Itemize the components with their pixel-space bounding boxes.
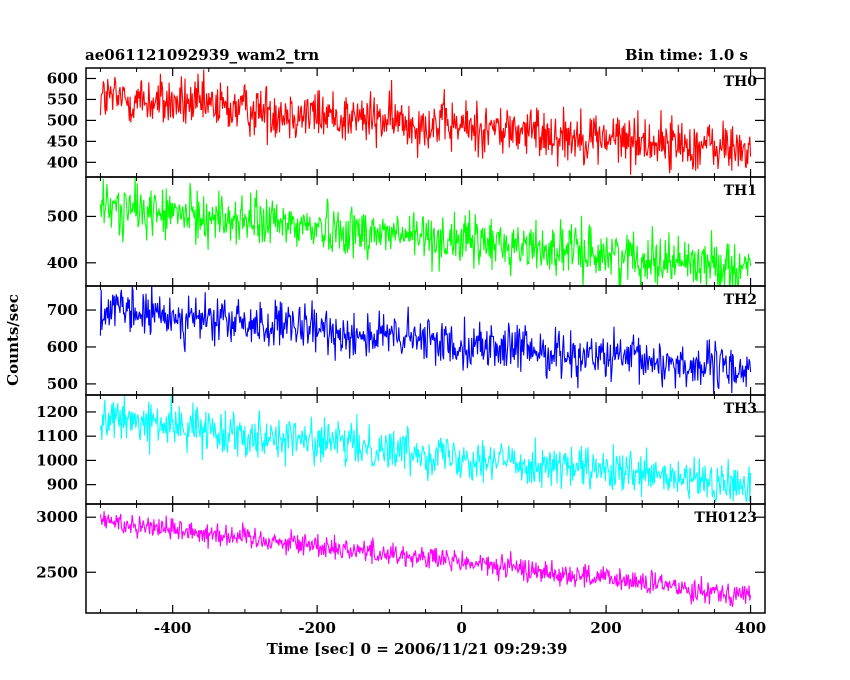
y-tick-label: 450 bbox=[47, 132, 78, 150]
panel-th0: 400 450 500 550 600 TH0 bbox=[47, 67, 766, 178]
x-tick-label: -400 bbox=[154, 619, 192, 637]
y-tick-label: 3000 bbox=[36, 508, 78, 526]
panel-name-label: TH0123 bbox=[694, 510, 757, 526]
x-tick-label: -200 bbox=[298, 619, 336, 637]
panel-frame bbox=[85, 394, 766, 505]
panel-name-label: TH2 bbox=[724, 292, 757, 308]
panel-th2: 500 600 700 TH2 bbox=[47, 285, 766, 396]
panel-th0123: 2500 3000 TH0123 -400 -200 0 200 400 bbox=[36, 503, 766, 637]
bin-time-label: Bin time: 1.0 s bbox=[625, 46, 748, 64]
panels-group: 400 450 500 550 600 TH0 400 500 TH1 500 600 700 TH2 9… bbox=[36, 67, 766, 637]
series-line-th2 bbox=[99, 286, 752, 395]
x-tick-label: 0 bbox=[456, 619, 466, 637]
y-tick-label: 700 bbox=[47, 301, 78, 319]
y-tick-label: 400 bbox=[47, 254, 78, 272]
y-tick-label: 1000 bbox=[36, 451, 78, 469]
panel-name-label: TH0 bbox=[724, 74, 758, 90]
x-tick-label: 200 bbox=[590, 619, 621, 637]
series-line-th0 bbox=[99, 69, 752, 175]
x-tick-label: 400 bbox=[735, 619, 766, 637]
panel-name-label: TH3 bbox=[724, 401, 757, 417]
x-axis-label: Time [sec] 0 = 2006/11/21 09:29:39 bbox=[267, 640, 568, 658]
y-tick-label: 900 bbox=[47, 476, 78, 494]
panel-name-label: TH1 bbox=[724, 183, 757, 199]
series-line-th1 bbox=[99, 177, 752, 286]
y-tick-label: 1200 bbox=[36, 403, 78, 421]
panel-th3: 900 1000 1100 1200 TH3 bbox=[36, 394, 766, 505]
y-tick-label: 500 bbox=[47, 375, 78, 393]
chart-title: ae061121092939_wam2_trn bbox=[85, 46, 319, 64]
y-tick-label: 500 bbox=[47, 111, 78, 129]
y-tick-label: 600 bbox=[47, 69, 78, 87]
y-tick-label: 500 bbox=[47, 207, 78, 225]
y-tick-label: 400 bbox=[47, 153, 78, 171]
panel-th1: 400 500 TH1 bbox=[47, 176, 766, 287]
y-tick-label: 600 bbox=[47, 338, 78, 356]
y-axis-label: Counts/sec bbox=[4, 294, 22, 386]
y-tick-label: 1100 bbox=[36, 427, 78, 445]
series-line-th3 bbox=[99, 395, 752, 503]
y-tick-label: 550 bbox=[47, 90, 78, 108]
y-tick-label: 2500 bbox=[36, 563, 78, 581]
series-line-th0123 bbox=[99, 511, 752, 607]
